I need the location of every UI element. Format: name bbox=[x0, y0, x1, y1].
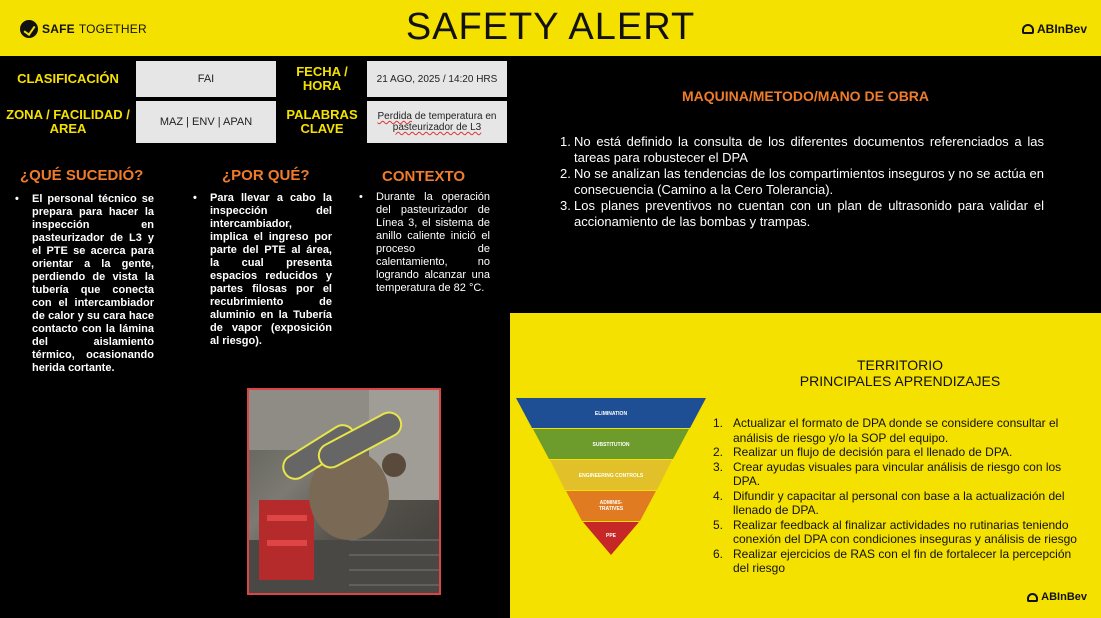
list-item: 2. No se analizan las tendencias de los c… bbox=[560, 166, 1044, 197]
footer-abinbev-logo: ABInBev bbox=[1027, 591, 1087, 603]
pyramid-label-ppe: PPE bbox=[606, 533, 617, 539]
por-que-text: • Para llevar a cabo la inspección del in… bbox=[193, 192, 332, 347]
list-item: 2. Realizar un flujo de decisión para el … bbox=[713, 445, 1013, 459]
abinbev-mark-icon bbox=[1027, 592, 1039, 602]
safe-together-logo: SAFE TOGETHER bbox=[20, 16, 147, 42]
pyramid-label-admin-1: ADMINIS- bbox=[600, 500, 623, 506]
list-item: 6. Realizar ejercicios de RAS con el fin … bbox=[713, 546, 1072, 576]
list-item: 3. Crear ayudas visuales para vincular an… bbox=[713, 459, 1062, 489]
clasificacion-label: CLASIFICACIÓN bbox=[3, 61, 133, 97]
pyramid-level-substitution bbox=[533, 429, 689, 459]
clasificacion-value: FAI bbox=[136, 61, 276, 97]
pyramid-level-administratives bbox=[566, 491, 656, 521]
page-title: SAFETY ALERT bbox=[405, 6, 696, 48]
list-item: 5. Realizar feedback al finalizar activid… bbox=[713, 517, 1077, 547]
zona-value: MAZ | ENV | APAN bbox=[136, 101, 276, 143]
pyramid-level-elimination bbox=[516, 398, 706, 428]
list-item: 4. Difundir y capacitar al personal con b… bbox=[713, 488, 1065, 518]
incident-photo bbox=[247, 388, 441, 595]
pyramid-label-elimination: ELIMINATION bbox=[595, 411, 628, 417]
logo-together-text: TOGETHER bbox=[78, 22, 147, 36]
causes-panel: MAQUINA/METODO/MANO DE OBRA 1. No está de… bbox=[510, 56, 1101, 313]
header-bar: SAFE TOGETHER SAFETY ALERT ABInBev bbox=[0, 0, 1101, 56]
pyramid-level-engineering bbox=[550, 460, 672, 490]
fecha-value: 21 AGO, 2025 / 14:20 HRS bbox=[367, 61, 507, 97]
pyramid-label-engineering: ENGINEERING CONTROLS bbox=[579, 473, 644, 479]
list-item: 3. Los planes preventivos no cuentan con … bbox=[560, 198, 1044, 229]
fecha-label: FECHA / HORA bbox=[280, 61, 364, 97]
zona-label: ZONA / FACILIDAD / AREA bbox=[3, 101, 133, 143]
palabras-label: PALABRAS CLAVE bbox=[280, 101, 364, 143]
abinbev-mark-icon bbox=[1021, 24, 1034, 34]
por-que-heading: ¿POR QUÉ? bbox=[222, 167, 310, 184]
que-sucedio-heading: ¿QUÉ SUCEDIÓ? bbox=[20, 167, 144, 184]
contexto-heading: CONTEXTO bbox=[382, 168, 466, 185]
pyramid-label-admin-2: TRATIVES bbox=[599, 506, 624, 512]
incident-photo-drawing bbox=[249, 390, 439, 593]
pyramid-level-ppe bbox=[583, 522, 639, 555]
check-circle-icon bbox=[20, 20, 38, 38]
causes-list: 1. No está definido la consulta de los di… bbox=[560, 134, 1044, 230]
abinbev-logo-text: ABInBev bbox=[1036, 22, 1087, 36]
learnings-list: 1. Actualizar el formato de DPA donde se … bbox=[713, 416, 1083, 576]
footer-logo-text: ABInBev bbox=[1041, 591, 1087, 603]
abinbev-logo: ABInBev bbox=[1021, 22, 1087, 36]
palabras-value: Perdida de temperatura en pasteurizador … bbox=[367, 101, 507, 143]
logo-safe-text: SAFE bbox=[42, 22, 75, 36]
maquina-heading: MAQUINA/METODO/MANO DE OBRA bbox=[681, 88, 930, 104]
learnings-heading: TERRITORIO PRINCIPALES APRENDIZAJES bbox=[799, 357, 1001, 389]
contexto-text: • Durante la operación del pasteurizador … bbox=[359, 191, 490, 294]
pyramid-label-substitution: SUBSTITUTION bbox=[593, 442, 630, 448]
list-item: 1. Actualizar el formato de DPA donde se … bbox=[713, 416, 1059, 445]
learnings-panel: TERRITORIO PRINCIPALES APRENDIZAJES ELIM… bbox=[510, 313, 1101, 618]
hierarchy-of-controls-pyramid: ELIMINATION SUBSTITUTION ENGINEERING CON… bbox=[516, 398, 706, 555]
que-sucedio-text: • El personal técnico se prepara para hac… bbox=[15, 193, 154, 374]
list-item: 1. No está definido la consulta de los di… bbox=[560, 134, 1044, 165]
